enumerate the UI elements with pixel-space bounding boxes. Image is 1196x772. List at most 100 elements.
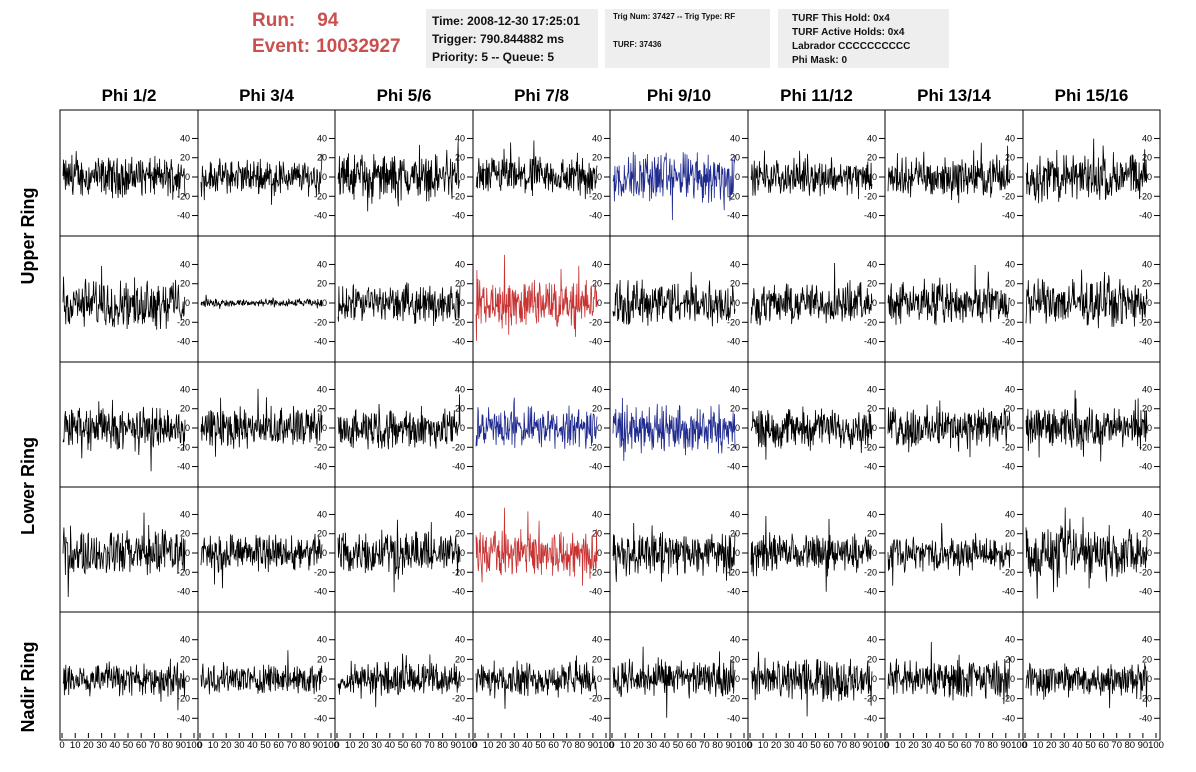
phi-mask-text: Phi Mask: 0 [792, 55, 848, 66]
x-tick-label: 60 [1098, 740, 1109, 751]
y-tick-label: -40 [177, 462, 190, 472]
waveform-trace [612, 271, 736, 327]
y-tick-label: 20 [455, 279, 465, 289]
x-tick-label: 20 [633, 740, 644, 751]
y-tick-label: 40 [867, 635, 877, 645]
x-tick-label: 90 [451, 740, 462, 751]
y-tick-label: 40 [1005, 384, 1015, 394]
y-tick-label: 0 [185, 423, 190, 433]
y-tick-label: -40 [589, 337, 602, 347]
labrador-text: Labrador CCCCCCCCCC [792, 41, 911, 52]
y-tick-label: 0 [735, 172, 740, 182]
y-tick-label: 40 [1005, 509, 1015, 519]
x-tick-label: 90 [176, 740, 187, 751]
y-tick-label: 0 [460, 674, 465, 684]
y-tick-label: 20 [455, 153, 465, 163]
y-tick-label: -20 [864, 694, 877, 704]
phi-header-3: Phi 5/6 [376, 86, 432, 105]
turf-holds-box: TURF This Hold: 0x4 TURF Active Holds: 0… [778, 9, 949, 68]
trig-num-text: Trig Num: 37427 -- Trig Type: RF [613, 12, 736, 21]
waveform-panel-r5-c4: -40 -20 0 20 40 [472, 611, 611, 741]
waveform-trace [1025, 662, 1148, 709]
x-tick-label: 70 [424, 740, 435, 751]
y-tick-label: 20 [592, 279, 602, 289]
y-tick-label: -40 [1002, 713, 1015, 723]
y-tick-label: 40 [317, 509, 327, 519]
waveform-trace [62, 265, 186, 330]
y-tick-label: 20 [1142, 529, 1152, 539]
y-tick-label: -20 [452, 317, 465, 327]
x-tick-label: 70 [1111, 740, 1122, 751]
y-tick-label: 0 [1010, 548, 1015, 558]
x-tick-label: 30 [784, 740, 795, 751]
y-tick-label: 0 [460, 548, 465, 558]
x-tick-label: 100 [323, 740, 339, 751]
y-tick-label: -20 [177, 694, 190, 704]
y-tick-label: 0 [1147, 298, 1152, 308]
x-tick-label: 10 [758, 740, 769, 751]
x-tick-label: 80 [300, 740, 311, 751]
waveform-trace [62, 658, 186, 711]
y-tick-label: 40 [455, 259, 465, 269]
x-tick-label: 90 [588, 740, 599, 751]
y-tick-label: -20 [177, 567, 190, 577]
waveform-panel-r5-c2: -40 -20 0 20 40 [197, 611, 336, 741]
y-tick-label: 20 [317, 404, 327, 414]
y-tick-label: 40 [455, 509, 465, 519]
x-tick-label: 70 [286, 740, 297, 751]
x-tick-label: 80 [850, 740, 861, 751]
y-tick-label: 40 [867, 509, 877, 519]
waveform-panel-r2-c6: -40 -20 0 20 40 [747, 235, 886, 363]
y-tick-label: -40 [1002, 337, 1015, 347]
y-tick-label: 20 [592, 153, 602, 163]
y-tick-label: -40 [727, 337, 740, 347]
x-tick-label: 20 [771, 740, 782, 751]
run-value: 94 [317, 10, 339, 31]
x-tick-label: 50 [123, 740, 134, 751]
y-tick-label: -40 [1139, 211, 1152, 221]
x-tick-label: 30 [921, 740, 932, 751]
y-tick-label: -40 [314, 337, 327, 347]
y-tick-label: 0 [185, 548, 190, 558]
y-tick-label: 40 [1142, 509, 1152, 519]
y-tick-label: 40 [1142, 635, 1152, 645]
y-tick-label: -40 [864, 211, 877, 221]
y-tick-label: -20 [314, 317, 327, 327]
y-tick-label: 0 [322, 423, 327, 433]
y-tick-label: -40 [314, 211, 327, 221]
x-tick-label: 30 [234, 740, 245, 751]
waveform-panel-r1-c8: -40 -20 0 20 40 [1022, 109, 1161, 237]
waveform-trace [200, 153, 323, 205]
y-tick-label: 40 [592, 635, 602, 645]
y-tick-label: 0 [1010, 172, 1015, 182]
y-tick-label: -20 [452, 694, 465, 704]
y-tick-label: -20 [1002, 442, 1015, 452]
waveform-trace [612, 151, 736, 221]
x-tick-label: 50 [810, 740, 821, 751]
y-tick-label: -40 [1139, 713, 1152, 723]
waveform-trace [337, 653, 461, 708]
y-tick-label: -40 [1139, 462, 1152, 472]
x-tick-label: 30 [646, 740, 657, 751]
y-tick-label: -20 [589, 442, 602, 452]
waveform-panel-r4-c4: -40 -20 0 20 40 [472, 486, 611, 613]
y-tick-label: -20 [864, 442, 877, 452]
y-tick-label: 20 [180, 153, 190, 163]
waveform-panel-r1-c6: -40 -20 0 20 40 [747, 109, 886, 237]
x-tick-label: 50 [948, 740, 959, 751]
x-tick-label: 40 [660, 740, 671, 751]
x-tick-label: 100 [1011, 740, 1027, 751]
x-tick-label: 50 [535, 740, 546, 751]
y-tick-label: 40 [317, 133, 327, 143]
x-tick-label: 40 [797, 740, 808, 751]
x-tick-label: 60 [136, 740, 147, 751]
waveform-panel-r2-c1: -40 -20 0 20 40 [59, 235, 199, 363]
x-tick-label: 0 [609, 740, 614, 751]
y-tick-label: -20 [177, 191, 190, 201]
y-tick-label: 20 [867, 279, 877, 289]
y-tick-label: -40 [1139, 337, 1152, 347]
y-tick-label: -20 [589, 317, 602, 327]
y-tick-label: 40 [730, 259, 740, 269]
x-tick-label: 90 [863, 740, 874, 751]
y-tick-label: 0 [322, 548, 327, 558]
